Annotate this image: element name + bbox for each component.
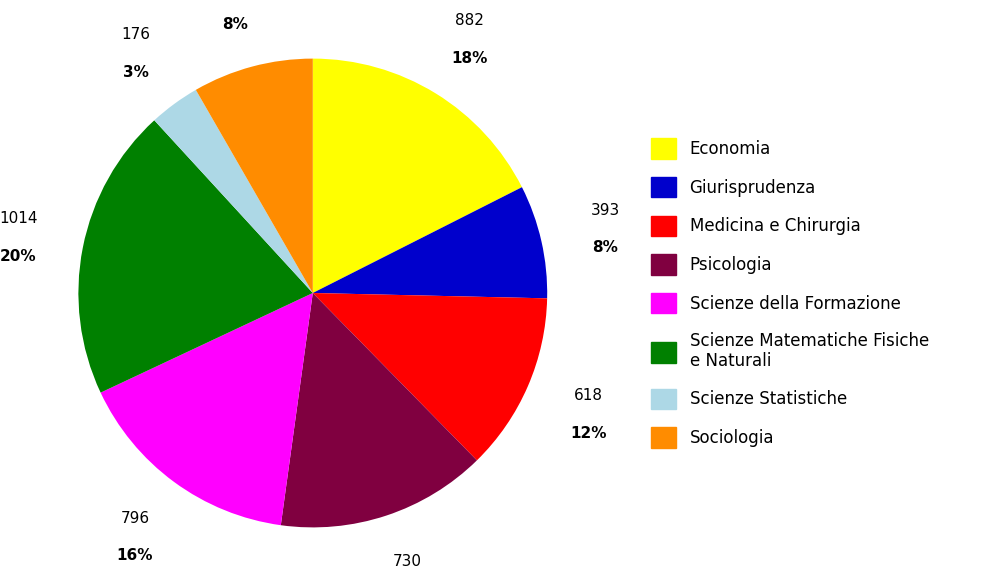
Text: 18%: 18%: [452, 51, 489, 66]
Wedge shape: [154, 90, 313, 293]
Text: 8%: 8%: [222, 17, 248, 32]
Wedge shape: [313, 59, 522, 293]
Text: 618: 618: [574, 389, 603, 403]
Legend: Economia, Giurisprudenza, Medicina e Chirurgia, Psicologia, Scienze della Formaz: Economia, Giurisprudenza, Medicina e Chi…: [642, 130, 937, 456]
Text: 796: 796: [120, 511, 150, 526]
Text: 20%: 20%: [0, 248, 37, 264]
Wedge shape: [78, 120, 313, 393]
Text: 393: 393: [591, 203, 620, 218]
Wedge shape: [196, 59, 313, 293]
Text: 3%: 3%: [122, 64, 148, 80]
Text: 882: 882: [456, 13, 485, 29]
Wedge shape: [313, 293, 547, 461]
Text: 1014: 1014: [0, 211, 38, 226]
Wedge shape: [100, 293, 313, 525]
Wedge shape: [313, 187, 547, 298]
Wedge shape: [281, 293, 477, 527]
Text: 12%: 12%: [570, 426, 607, 441]
Text: 16%: 16%: [117, 548, 153, 563]
Text: 730: 730: [392, 554, 421, 569]
Text: 8%: 8%: [593, 240, 619, 255]
Text: 176: 176: [121, 27, 150, 42]
